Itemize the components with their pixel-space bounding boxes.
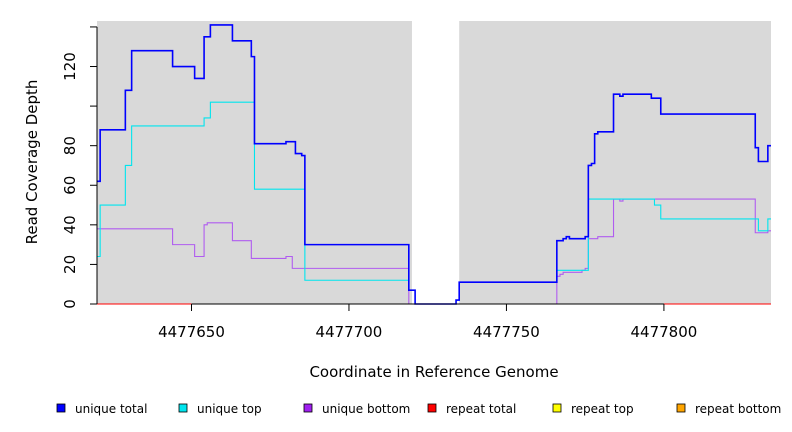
y-tick-label: 60 [61, 176, 79, 195]
legend-swatch [179, 404, 187, 412]
legend-swatch [677, 404, 685, 412]
legend-swatch [428, 404, 436, 412]
legend-swatch [304, 404, 312, 412]
x-tick-label: 4477750 [473, 323, 540, 341]
legend-label: repeat bottom [695, 402, 781, 416]
legend-swatch [553, 404, 561, 412]
legend: unique total unique top unique bottom repea… [57, 402, 781, 416]
legend-label: unique total [75, 402, 147, 416]
legend-swatch [57, 404, 65, 412]
y-tick-label: 20 [61, 255, 79, 274]
y-tick-label: 80 [61, 136, 79, 155]
y-tick-label: 120 [61, 52, 79, 81]
legend-label: unique top [197, 402, 262, 416]
x-tick-label: 4477800 [631, 323, 698, 341]
x-tick-label: 4477700 [316, 323, 383, 341]
legend-label: repeat total [446, 402, 516, 416]
legend-label: unique bottom [322, 402, 410, 416]
legend-label: repeat top [571, 402, 634, 416]
gap-region [412, 21, 459, 304]
y-tick-label: 0 [61, 299, 79, 309]
y-axis-title: Read Coverage Depth [23, 80, 41, 245]
y-tick-label: 40 [61, 215, 79, 234]
x-tick-label: 4477650 [158, 323, 225, 341]
x-axis-title: Coordinate in Reference Genome [309, 363, 558, 381]
